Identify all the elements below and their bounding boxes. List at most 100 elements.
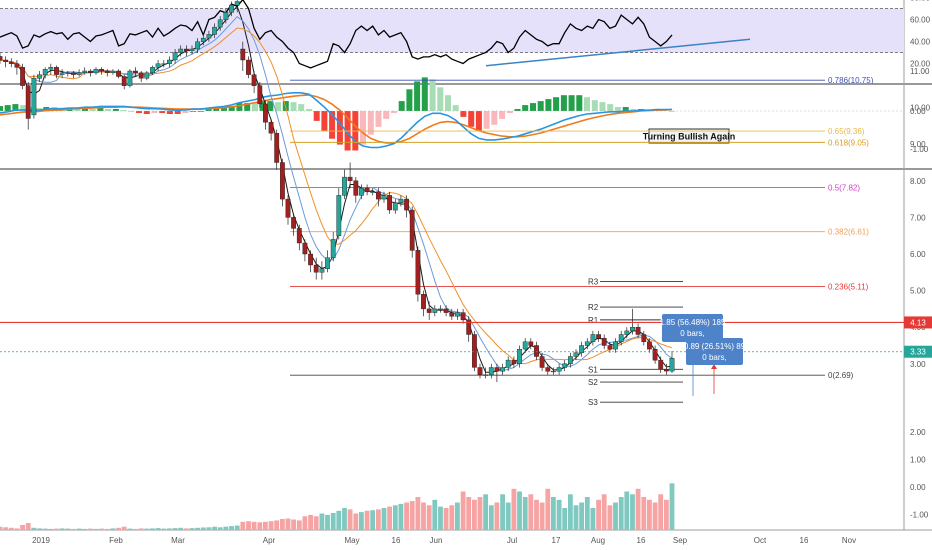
macd-histogram-bar <box>560 95 567 111</box>
volume-bar <box>370 510 376 530</box>
volume-bar <box>432 499 438 531</box>
volume-bar <box>635 488 641 531</box>
candle-body <box>426 308 432 313</box>
time-axis-label: Jun <box>430 536 443 545</box>
fib-level-label: 0(2.69) <box>828 371 854 380</box>
candle-body <box>438 308 443 310</box>
candle-body <box>161 63 167 65</box>
candle-body <box>415 250 421 295</box>
candle-body <box>568 356 573 365</box>
candle-body <box>285 198 291 218</box>
candle-body <box>87 70 93 73</box>
candle-body <box>291 217 296 229</box>
volume-axis-label: 0.00 <box>910 483 926 492</box>
volume-bar <box>613 502 618 530</box>
macd-histogram-bar <box>622 107 629 111</box>
pivot-label: S1 <box>588 365 598 374</box>
volume-bar <box>528 494 534 531</box>
volume-bar <box>263 521 268 531</box>
candle-body <box>607 345 613 350</box>
time-axis-label: May <box>344 536 359 545</box>
volume-bar <box>155 528 161 530</box>
volume-bar <box>347 509 353 530</box>
volume-bar <box>438 506 443 530</box>
candle-body <box>472 334 477 368</box>
measure-box-2 <box>686 338 743 365</box>
pivot-label: R2 <box>588 303 599 312</box>
volume-bar <box>477 497 483 530</box>
candle-body <box>494 367 500 372</box>
macd-histogram-bar <box>136 111 142 113</box>
candle-body <box>325 257 330 269</box>
time-axis-label: Feb <box>109 536 123 545</box>
candlesticks <box>0 0 675 383</box>
macd-histogram-bar <box>120 110 127 111</box>
volume-bar <box>415 497 421 530</box>
pivot-label: S3 <box>588 398 598 407</box>
volume-bar <box>172 528 178 530</box>
candle-body <box>138 72 144 79</box>
volume-bar <box>184 528 189 530</box>
candle-body <box>257 85 263 105</box>
volume-bar <box>449 505 455 531</box>
rsi-axis-label: 60.00 <box>910 16 931 25</box>
candle-body <box>31 78 37 116</box>
rsi-axis-label: 20.00 <box>910 60 931 69</box>
macd-histogram-bar <box>298 104 305 111</box>
volume-bar <box>161 528 167 530</box>
volume-bar <box>652 502 658 530</box>
candle-body <box>25 85 31 119</box>
volume-bar <box>596 499 601 531</box>
volume-bar <box>268 521 274 530</box>
fibonacci-levels: 0.786(10.75) 0.65(9.36) 0.618(9.05) 0.5(7.8… <box>290 76 874 380</box>
volume-bar <box>630 494 635 531</box>
measure-arrowhead-2 <box>711 364 717 369</box>
macd-histogram-bar <box>452 105 459 111</box>
volume-bar <box>618 497 624 530</box>
macd-histogram-bar <box>437 87 444 111</box>
alert-price-tag <box>904 316 932 329</box>
macd-histogram-bar <box>468 111 475 127</box>
volume-bar <box>37 528 42 530</box>
rsi-band <box>0 8 904 53</box>
time-axis-label: 16 <box>637 536 646 545</box>
macd-histogram-bar <box>553 97 560 111</box>
macd-histogram-bar <box>460 111 467 117</box>
fib-level-label: 0.236(5.11) <box>828 283 869 292</box>
volume-axis-label: 1.00 <box>910 456 926 465</box>
alert-price-label: 4.13 <box>904 316 932 329</box>
macd-histogram-bar <box>383 111 390 119</box>
candle-body <box>217 19 223 28</box>
macd-histogram-bar <box>267 101 274 111</box>
macd-histogram-bar <box>483 111 490 129</box>
macd-histogram-bar <box>89 109 96 111</box>
candle-body <box>669 358 675 372</box>
candle-body <box>14 63 20 68</box>
volume-bar <box>54 528 59 530</box>
candle-body <box>505 359 511 368</box>
candle-body <box>488 367 494 376</box>
candle-body <box>296 228 302 244</box>
volume-bar <box>8 527 14 530</box>
volume-axis: 2.00 1.00 0.00 -1.00 <box>910 428 929 520</box>
candle-body <box>647 341 652 350</box>
volume-bar <box>257 522 263 530</box>
candle-body <box>432 308 438 313</box>
candle-body <box>20 67 25 86</box>
macd-histogram-bar <box>321 111 328 131</box>
volume-bar <box>65 528 71 530</box>
volume-bar <box>647 499 652 531</box>
volume-bars <box>0 483 675 531</box>
macd-histogram-bar <box>290 102 297 111</box>
candle-body <box>8 61 14 64</box>
volume-bar <box>556 499 562 531</box>
price-axis-label: 6.00 <box>910 250 926 259</box>
macd-histogram-bar <box>205 109 212 111</box>
candle-body <box>189 48 195 51</box>
candle-body <box>313 264 319 273</box>
volume-bar <box>562 508 568 530</box>
macd-histogram-bar <box>0 106 3 111</box>
macd-histogram-bar <box>614 107 621 111</box>
candle-body <box>624 330 630 335</box>
volume-bar <box>212 526 217 530</box>
